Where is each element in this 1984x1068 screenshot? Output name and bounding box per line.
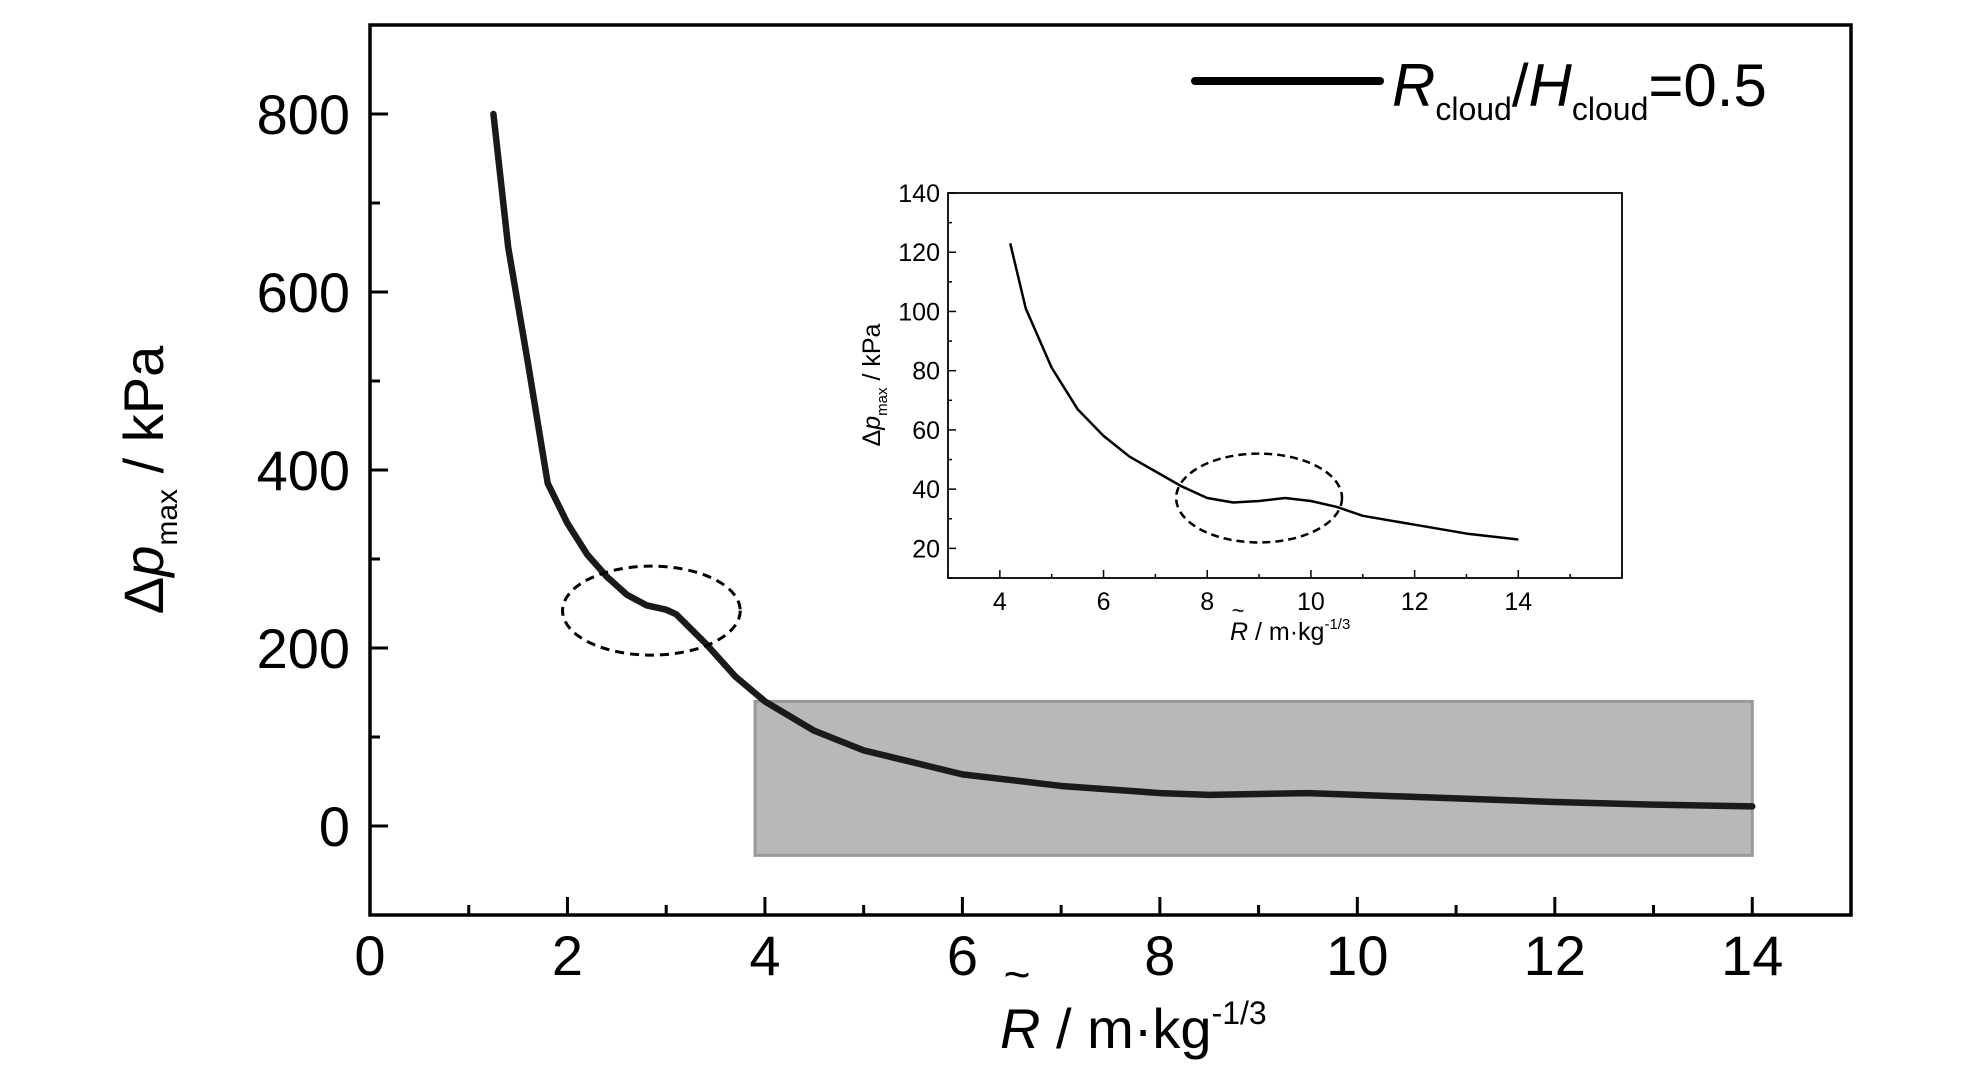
inset-x-tick-label: 4 (993, 588, 1007, 616)
annotation-ellipse (561, 564, 742, 657)
inset-y-tick-label: 100 (898, 298, 940, 326)
y-tick-label: 600 (257, 261, 350, 324)
inset-x-tick-label: 6 (1097, 588, 1111, 616)
inset-y-tick-label: 140 (898, 180, 940, 208)
x-axis-tilde: ~ (1004, 948, 1031, 1000)
inset-y-tick-label: 80 (912, 358, 940, 386)
y-tick-label: 400 (257, 439, 350, 502)
legend-label: Rcloud/Hcloud=0.5 (1392, 52, 1767, 127)
inset-x-tick-label: 12 (1401, 588, 1429, 616)
inset-y-tick-label: 120 (898, 239, 940, 267)
x-tick-label: 4 (749, 924, 780, 987)
y-tick-label: 0 (319, 795, 350, 858)
inset-y-tick-label: 60 (912, 417, 940, 445)
inset-x-axis-tilde: ~ (1232, 598, 1245, 623)
x-tick-label: 6 (947, 924, 978, 987)
x-tick-label: 14 (1721, 924, 1783, 987)
highlight-region (753, 699, 1754, 857)
main-series-line (490, 110, 1756, 810)
inset-y-tick-label: 20 (912, 535, 940, 563)
x-tick-label: 8 (1144, 924, 1175, 987)
x-tick-label: 12 (1524, 924, 1586, 987)
y-tick-label: 800 (257, 83, 350, 146)
x-tick-label: 10 (1326, 924, 1388, 987)
y-tick-label: 200 (257, 617, 350, 680)
y-axis-title: Δpmax / kPa (112, 345, 184, 614)
inset-x-tick-label: 14 (1504, 588, 1532, 616)
inset-annotation-ellipse (1174, 452, 1344, 544)
inset-x-axis-title: R / m·kg-1/3 (1230, 616, 1350, 646)
inset-y-axis-title: Δpmax / kPa (858, 323, 891, 446)
x-axis-title: R / m·kg-1/3 (1000, 995, 1267, 1060)
x-tick-label: 0 (354, 924, 385, 987)
x-tick-label: 2 (552, 924, 583, 987)
inset-y-tick-label: 40 (912, 476, 940, 504)
inset-x-tick-label: 10 (1297, 588, 1325, 616)
inset-series-line (1008, 243, 1519, 541)
inset-plot-frame (947, 192, 1623, 579)
inset-x-tick-label: 8 (1200, 588, 1214, 616)
